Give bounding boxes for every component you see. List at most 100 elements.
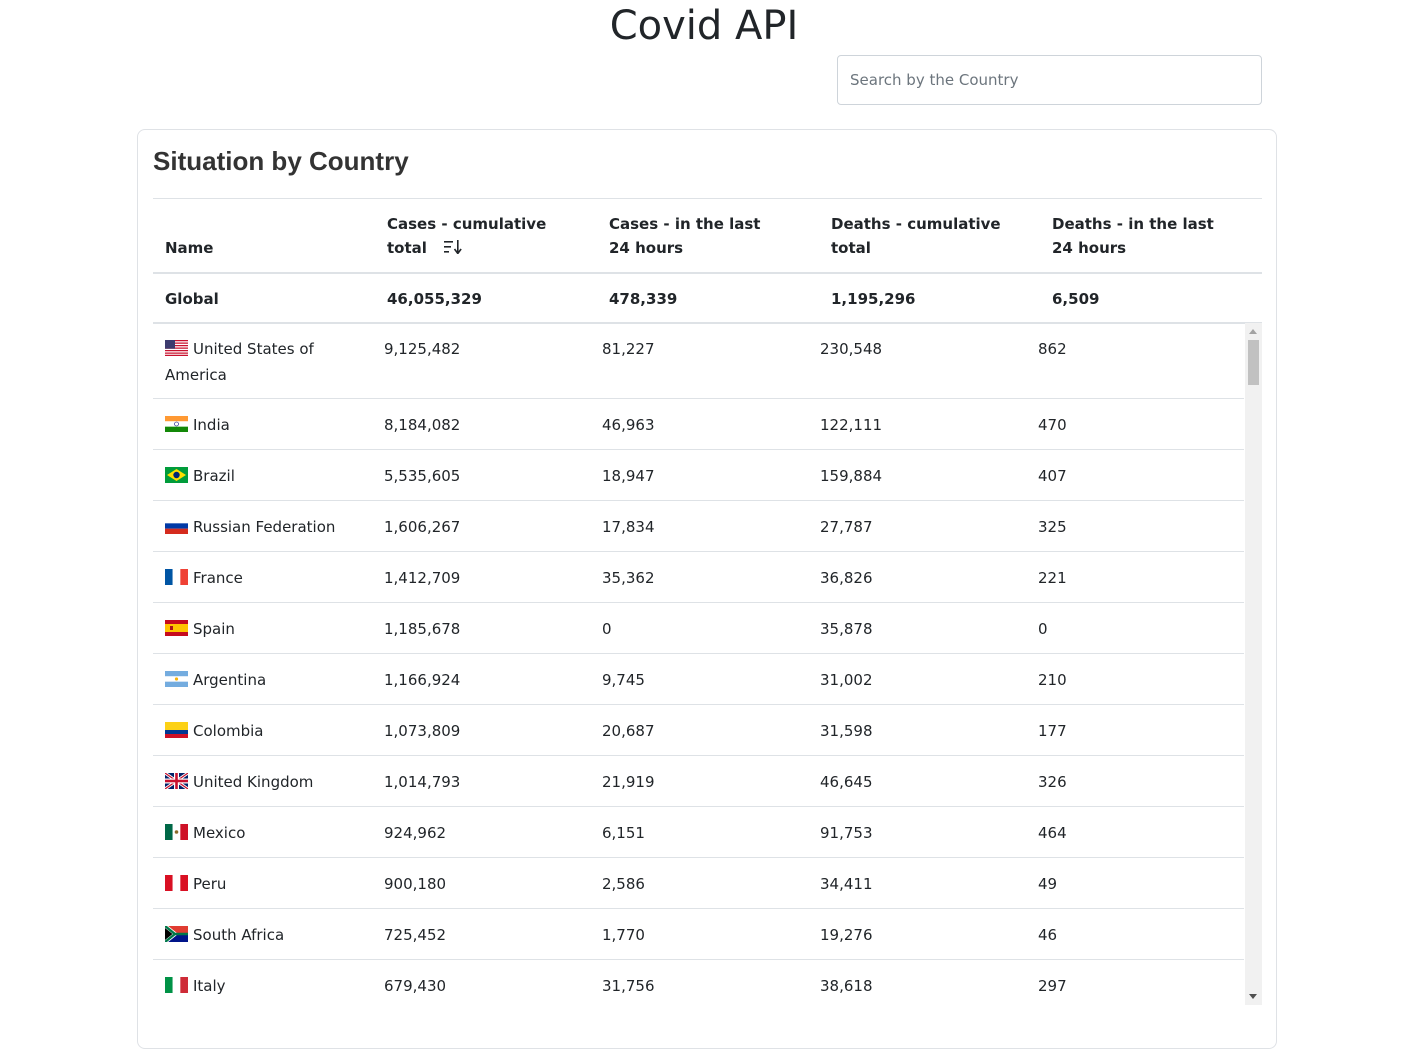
cases-24h-cell: 31,756 <box>602 977 655 995</box>
country-name: Russian Federation <box>193 518 336 536</box>
header-row: Name Cases - cumulative total Cases - in… <box>153 199 1262 274</box>
country-name-cell: United Kingdom <box>164 769 365 795</box>
india-flag-icon <box>165 414 188 432</box>
scrollbar-thumb[interactable] <box>1248 340 1259 385</box>
table-row: Spain 1,185,678 0 35,878 0 <box>153 603 1244 654</box>
table-row: Peru 900,180 2,586 34,411 49 <box>153 858 1244 909</box>
country-name-cell: Brazil <box>165 463 365 489</box>
cases-24h-cell: 17,834 <box>602 518 655 536</box>
cases-24h-cell: 9,745 <box>602 671 645 689</box>
deaths-total-cell: 91,753 <box>820 824 873 842</box>
country-name-cell: France <box>165 565 365 591</box>
country-name-cell: Argentina <box>165 667 365 693</box>
country-name: Colombia <box>193 722 264 740</box>
sort-descending-icon[interactable] <box>444 240 462 254</box>
global-row: Global 46,055,329 478,339 1,195,296 6,50… <box>153 274 1262 324</box>
cases-total-cell: 679,430 <box>384 977 447 995</box>
page-title: Covid API <box>609 3 799 49</box>
country-name: Brazil <box>193 467 235 485</box>
scroll-down-arrow-icon[interactable] <box>1249 994 1257 999</box>
cases-24h-cell: 21,919 <box>602 773 655 791</box>
country-name: India <box>193 416 230 434</box>
deaths-total-cell: 31,598 <box>820 722 873 740</box>
global-cases-total: 46,055,329 <box>387 290 482 308</box>
header-cases-24h[interactable]: Cases - in the last 24 hours <box>609 215 761 257</box>
deaths-24h-cell: 464 <box>1038 824 1067 842</box>
deaths-24h-cell: 177 <box>1038 722 1067 740</box>
country-name-cell: Peru <box>165 871 365 897</box>
cases-total-cell: 900,180 <box>384 875 447 893</box>
header-deaths-24h[interactable]: Deaths - in the last 24 hours <box>1052 215 1214 257</box>
cases-total-cell: 725,452 <box>384 926 447 944</box>
deaths-total-cell: 159,884 <box>820 467 883 485</box>
deaths-total-cell: 35,878 <box>820 620 873 638</box>
header-deaths-total[interactable]: Deaths - cumulative total <box>831 215 1001 257</box>
table-row: United Kingdom 1,014,793 21,919 46,645 326 <box>153 756 1244 807</box>
global-name: Global <box>165 290 219 308</box>
table-row: France 1,412,709 35,362 36,826 221 <box>153 552 1244 603</box>
global-deaths-total: 1,195,296 <box>831 290 916 308</box>
south-africa-flag-icon <box>163 924 188 944</box>
country-rows: United States of America 9,125,482 81,227 2… <box>153 323 1244 1005</box>
deaths-24h-cell: 326 <box>1038 773 1067 791</box>
table-row: Colombia 1,073,809 20,687 31,598 177 <box>153 705 1244 756</box>
scrollbar[interactable] <box>1245 323 1262 1005</box>
deaths-24h-cell: 210 <box>1038 671 1067 689</box>
search-input[interactable] <box>837 55 1262 105</box>
cases-total-cell: 8,184,082 <box>384 416 461 434</box>
table-row: Italy 679,430 31,756 38,618 297 <box>153 960 1244 1005</box>
deaths-24h-cell: 862 <box>1038 340 1067 358</box>
table-row: Mexico 924,962 6,151 91,753 464 <box>153 807 1244 858</box>
spain-flag-icon <box>165 618 188 636</box>
deaths-total-cell: 46,645 <box>820 773 873 791</box>
table-row: India 8,184,082 46,963 122,111 470 <box>153 399 1244 450</box>
header-cases-total[interactable]: Cases - cumulative total <box>387 212 557 260</box>
deaths-total-cell: 38,618 <box>820 977 873 995</box>
scroll-up-arrow-icon[interactable] <box>1249 329 1257 334</box>
deaths-24h-cell: 325 <box>1038 518 1067 536</box>
cases-24h-cell: 46,963 <box>602 416 655 434</box>
header-cases-total-label: Cases - cumulative total <box>387 215 547 257</box>
table-body[interactable]: United States of America 9,125,482 81,227 2… <box>153 323 1262 1005</box>
situation-card: Situation by Country Name Cases - cumula… <box>137 129 1277 1049</box>
mexico-flag-icon <box>165 822 188 840</box>
brazil-flag-icon <box>165 465 188 483</box>
country-name-cell: South Africa <box>163 922 365 948</box>
cases-total-cell: 1,073,809 <box>384 722 461 740</box>
cases-24h-cell: 2,586 <box>602 875 645 893</box>
global-deaths-24h: 6,509 <box>1052 290 1100 308</box>
cases-24h-cell: 6,151 <box>602 824 645 842</box>
cases-24h-cell: 81,227 <box>602 340 655 358</box>
deaths-total-cell: 34,411 <box>820 875 873 893</box>
france-flag-icon <box>165 567 188 585</box>
argentina-flag-icon <box>165 669 188 687</box>
italy-flag-icon <box>165 975 188 993</box>
russia-flag-icon <box>165 516 188 534</box>
country-name-cell: Colombia <box>165 718 365 744</box>
header-name[interactable]: Name <box>165 239 214 257</box>
country-name: Peru <box>193 875 227 893</box>
usa-flag-icon <box>165 338 188 356</box>
cases-total-cell: 1,412,709 <box>384 569 461 587</box>
country-name: Mexico <box>193 824 246 842</box>
card-title: Situation by Country <box>153 146 409 176</box>
country-name-cell: Italy <box>165 973 365 999</box>
table-row: United States of America 9,125,482 81,227 2… <box>153 323 1244 399</box>
deaths-total-cell: 27,787 <box>820 518 873 536</box>
deaths-total-cell: 31,002 <box>820 671 873 689</box>
table-row: Argentina 1,166,924 9,745 31,002 210 <box>153 654 1244 705</box>
cases-total-cell: 1,185,678 <box>384 620 461 638</box>
cases-24h-cell: 0 <box>602 620 612 638</box>
cases-total-cell: 1,166,924 <box>384 671 461 689</box>
deaths-24h-cell: 407 <box>1038 467 1067 485</box>
deaths-24h-cell: 46 <box>1038 926 1058 944</box>
deaths-24h-cell: 221 <box>1038 569 1067 587</box>
deaths-total-cell: 19,276 <box>820 926 873 944</box>
cases-total-cell: 1,606,267 <box>384 518 461 536</box>
cases-24h-cell: 35,362 <box>602 569 655 587</box>
country-name: Spain <box>193 620 235 638</box>
table-row: Brazil 5,535,605 18,947 159,884 407 <box>153 450 1244 501</box>
peru-flag-icon <box>165 873 188 891</box>
country-name-cell: Russian Federation <box>165 514 365 540</box>
country-name-cell: Mexico <box>165 820 365 846</box>
